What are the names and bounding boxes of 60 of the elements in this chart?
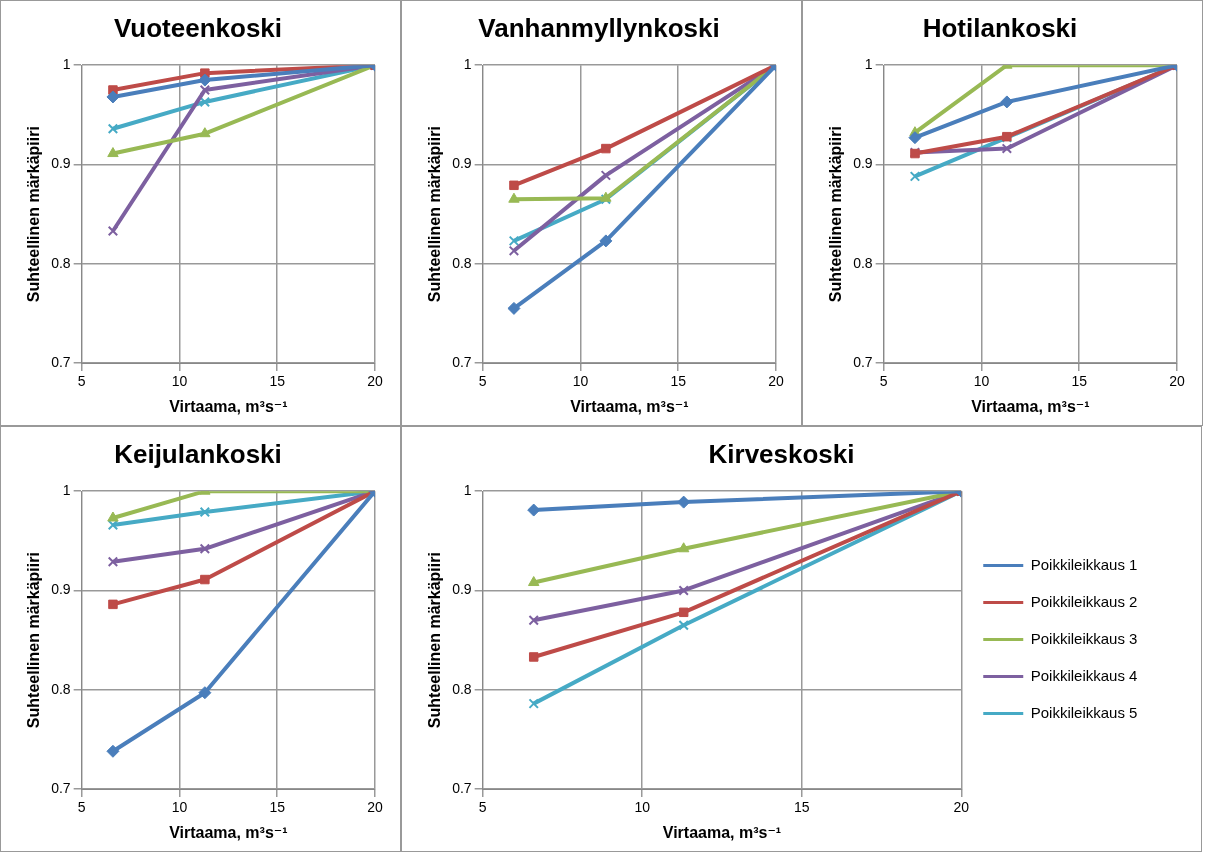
y-tick-label: 0.7: [51, 353, 71, 370]
x-axis-title: Virtaama, m³s⁻¹: [570, 397, 689, 415]
x-tick-label: 20: [768, 373, 784, 390]
x-tick-label: 5: [77, 373, 86, 390]
y-axis-title: Suhteellinen märkäpiiri: [25, 126, 43, 303]
x-tick-label: 5: [478, 799, 487, 816]
x-tick-label: 5: [879, 373, 888, 390]
x-tick-label: 15: [1071, 373, 1088, 390]
y-tick-label: 1: [463, 56, 472, 73]
chart-title: Hotilankoski: [922, 12, 1078, 43]
chart-title: Vanhanmyllynkoski: [478, 12, 720, 43]
x-tick-label: 20: [953, 799, 970, 816]
x-tick-label: 10: [634, 799, 651, 816]
x-tick-label: 10: [572, 373, 589, 390]
x-tick-label: 10: [973, 373, 990, 390]
y-tick-label: 0.9: [51, 155, 71, 172]
x-tick-label: 10: [171, 373, 188, 390]
y-tick-label: 0.9: [452, 581, 472, 598]
x-tick-label: 15: [269, 799, 286, 816]
y-tick-label: 1: [463, 482, 472, 499]
x-axis-title: Virtaama, m³s⁻¹: [169, 397, 288, 415]
chart-title: Vuoteenkoski: [113, 12, 283, 43]
x-tick-label: 20: [1169, 373, 1185, 390]
y-tick-label: 1: [864, 56, 873, 73]
chart-title: Keijulankoski: [114, 438, 282, 469]
legend-label: Poikkileikkaus 3: [1030, 629, 1138, 647]
legend-label: Poikkileikkaus 4: [1030, 666, 1138, 684]
y-tick-label: 0.7: [452, 779, 472, 796]
x-axis-title: Virtaama, m³s⁻¹: [169, 823, 288, 841]
x-tick-label: 5: [77, 799, 86, 816]
y-tick-label: 0.9: [51, 581, 71, 598]
x-axis-title: Virtaama, m³s⁻¹: [971, 397, 1090, 415]
y-tick-label: 0.9: [853, 155, 873, 172]
y-axis-title: Suhteellinen märkäpiiri: [827, 126, 845, 303]
legend-label: Poikkileikkaus 2: [1030, 592, 1138, 610]
x-tick-label: 5: [478, 373, 487, 390]
x-tick-label: 20: [367, 799, 383, 816]
x-tick-label: 15: [670, 373, 687, 390]
y-tick-label: 0.8: [51, 254, 71, 271]
y-tick-label: 0.8: [452, 680, 472, 697]
x-tick-label: 10: [171, 799, 188, 816]
legend-label: Poikkileikkaus 5: [1030, 703, 1138, 721]
y-tick-label: 1: [62, 56, 71, 73]
y-tick-label: 0.7: [853, 353, 873, 370]
x-tick-label: 20: [367, 373, 383, 390]
y-tick-label: 0.7: [51, 779, 71, 796]
y-axis-title: Suhteellinen märkäpiiri: [426, 126, 444, 303]
x-axis-title: Virtaama, m³s⁻¹: [662, 823, 782, 841]
y-tick-label: 0.8: [452, 254, 472, 271]
x-tick-label: 15: [269, 373, 286, 390]
y-tick-label: 1: [62, 482, 71, 499]
y-tick-label: 0.8: [853, 254, 873, 271]
chart-title: Kirveskoski: [708, 438, 855, 469]
y-axis-title: Suhteellinen märkäpiiri: [25, 552, 43, 729]
y-tick-label: 0.9: [452, 155, 472, 172]
y-tick-label: 0.7: [452, 353, 472, 370]
y-tick-label: 0.8: [51, 680, 71, 697]
x-tick-label: 15: [793, 799, 810, 816]
y-axis-title: Suhteellinen märkäpiiri: [426, 552, 444, 729]
legend-label: Poikkileikkaus 1: [1030, 555, 1138, 573]
